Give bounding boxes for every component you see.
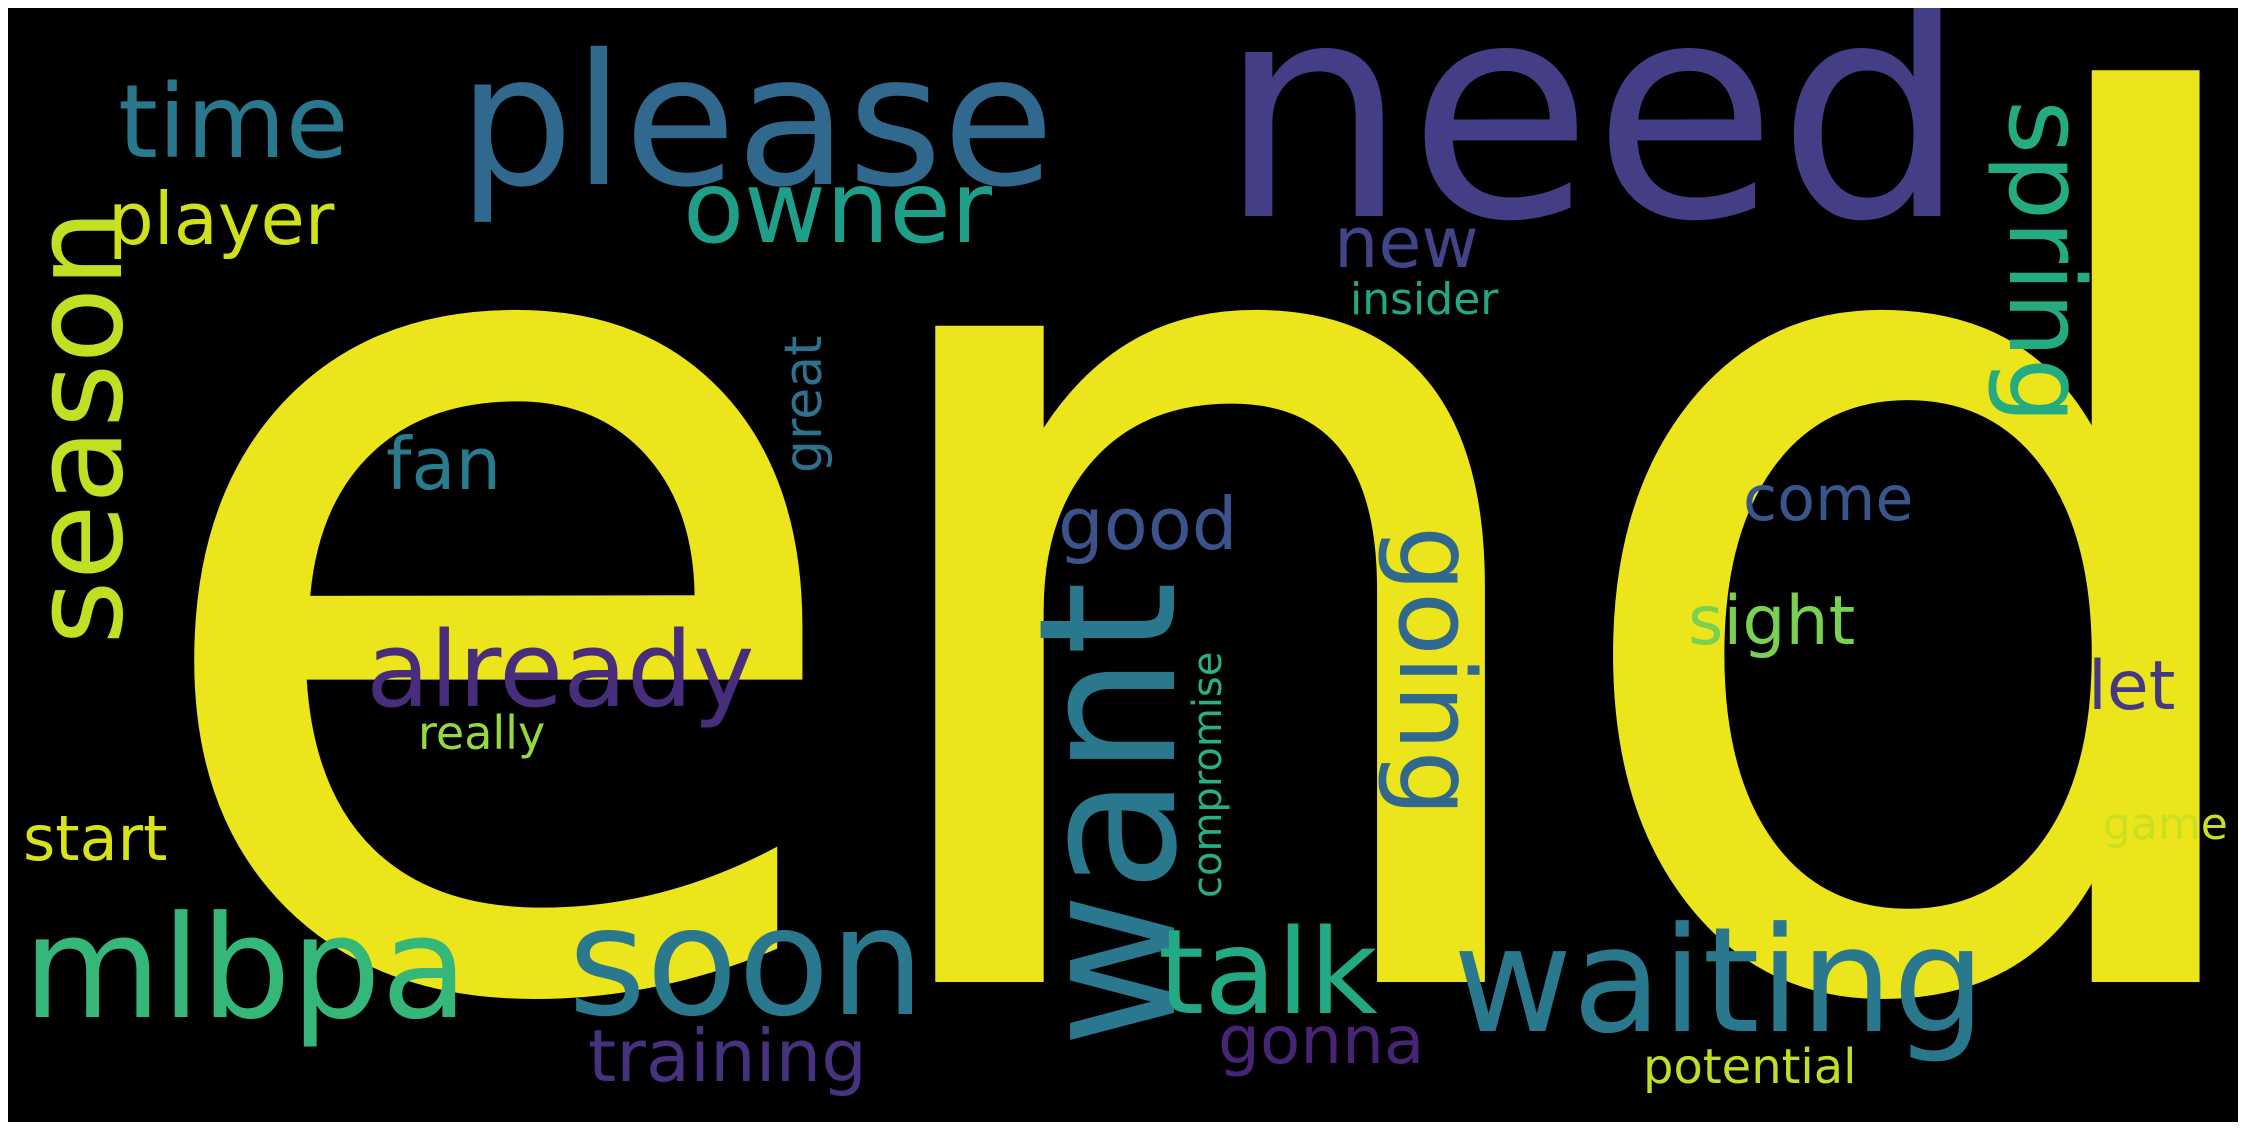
word-training: training [588,1014,867,1098]
word-good: good [1058,482,1238,566]
word-come: come [1743,462,1914,535]
word-start: start [23,802,168,875]
word-potential: potential [1643,1039,1857,1095]
word-end: end [128,8,2238,1122]
word-compromise: compromise [1185,651,1231,898]
word-cloud: end need please season time owner spring… [8,8,2238,1122]
word-let: let [2088,647,2176,726]
word-player: player [108,177,335,261]
word-soon: soon [568,876,925,1050]
word-owner: owner [683,149,992,266]
word-sight: sight [1688,582,1856,661]
word-new: new [1334,202,1479,284]
word-insider: insider [1350,274,1499,325]
word-fan: fan [386,422,502,506]
word-really: really [418,706,546,760]
word-going: going [1375,526,1497,817]
word-season: season [8,209,151,645]
word-game: game [2103,799,2228,850]
word-gonna: gonna [1218,1002,1425,1079]
word-please: please [458,15,1055,227]
word-waiting: waiting [1453,896,1986,1066]
word-already: already [366,609,755,731]
word-mlbpa: mlbpa [23,886,469,1051]
word-time: time [118,63,349,182]
word-spring: spring [1985,100,2107,424]
word-talk: talk [1158,903,1378,1041]
word-need: need [1218,8,1968,287]
word-great: great [774,335,834,474]
